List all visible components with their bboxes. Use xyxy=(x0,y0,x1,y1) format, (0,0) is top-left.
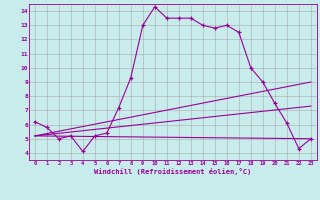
X-axis label: Windchill (Refroidissement éolien,°C): Windchill (Refroidissement éolien,°C) xyxy=(94,168,252,175)
